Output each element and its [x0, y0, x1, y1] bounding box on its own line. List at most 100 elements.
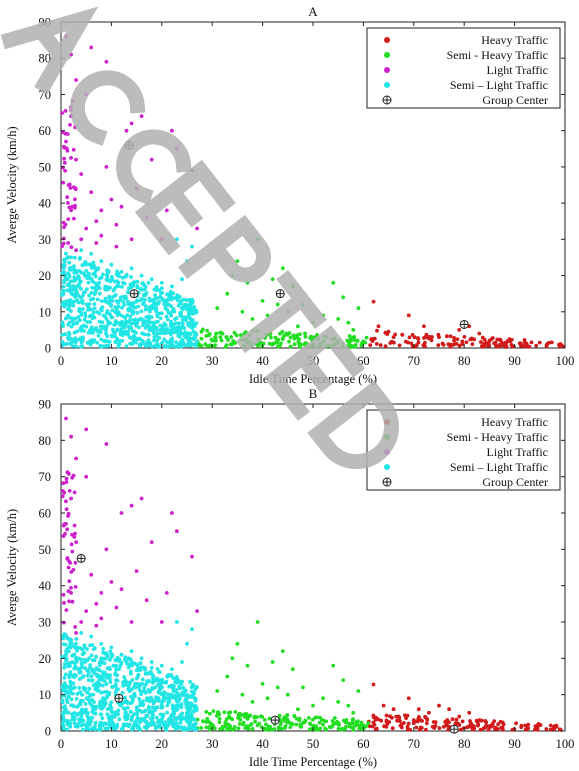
point-semi-light	[89, 674, 94, 679]
point-light	[109, 580, 114, 584]
group-center-marker-b	[270, 715, 280, 725]
point-heavy	[391, 707, 396, 712]
y-tick-label: 0	[45, 342, 51, 356]
point-semi-heavy	[327, 725, 332, 729]
chart-title-a: A	[308, 4, 318, 19]
point-heavy	[484, 724, 488, 728]
point-semi-light	[185, 641, 189, 646]
point-semi-heavy	[311, 703, 315, 708]
point-semi-heavy	[297, 341, 301, 346]
point-semi-heavy	[265, 696, 270, 701]
point-heavy	[436, 343, 441, 348]
point-light	[73, 531, 77, 536]
point-semi-heavy	[225, 291, 230, 296]
point-heavy	[457, 343, 462, 348]
point-semi-light	[61, 636, 66, 641]
point-semi-light	[161, 694, 166, 699]
point-semi-light	[67, 306, 71, 310]
point-semi-light	[143, 332, 147, 337]
point-heavy	[451, 342, 456, 347]
point-semi-light	[137, 727, 142, 732]
point-heavy	[467, 710, 472, 715]
point-semi-light	[144, 713, 149, 718]
point-semi-light	[80, 647, 85, 652]
point-semi-light	[169, 673, 174, 678]
point-semi-heavy	[296, 324, 300, 329]
point-semi-heavy	[253, 719, 257, 724]
point-semi-light	[176, 698, 181, 703]
point-semi-light	[94, 654, 98, 659]
point-semi-light	[108, 724, 112, 728]
point-semi-light	[148, 309, 152, 314]
point-semi-light	[115, 328, 120, 333]
point-semi-light	[121, 300, 126, 304]
point-semi-light	[115, 313, 120, 318]
point-semi-light	[89, 262, 94, 267]
point-light	[67, 205, 72, 210]
legend-marker-heavy	[384, 37, 390, 43]
point-semi-light	[90, 704, 94, 708]
point-semi-light	[167, 294, 172, 299]
x-tick-label: 30	[206, 354, 219, 368]
point-semi-light	[85, 658, 90, 662]
point-semi-light	[156, 697, 161, 702]
point-heavy	[529, 340, 534, 345]
point-heavy	[400, 725, 404, 730]
legend-marker-light	[384, 67, 390, 73]
point-semi-light	[130, 342, 135, 346]
point-semi-light	[100, 683, 105, 688]
point-semi-light	[157, 336, 162, 340]
point-semi-light	[77, 284, 81, 288]
point-semi-light	[142, 709, 147, 714]
point-semi-heavy	[364, 335, 369, 340]
point-semi-light	[157, 670, 162, 674]
group-center-marker-b	[449, 724, 459, 734]
point-semi-light	[116, 687, 120, 692]
point-semi-heavy	[284, 714, 289, 718]
point-semi-light	[93, 326, 98, 331]
point-semi-light	[109, 333, 114, 338]
point-semi-light	[67, 644, 72, 649]
point-semi-light	[135, 716, 140, 720]
point-semi-heavy	[249, 722, 254, 726]
point-semi-light	[103, 314, 108, 319]
point-semi-light	[72, 275, 77, 280]
point-semi-light	[174, 677, 178, 682]
point-semi-light	[162, 344, 167, 349]
point-semi-light	[132, 722, 137, 726]
point-semi-light	[70, 267, 74, 272]
point-semi-light	[123, 316, 128, 320]
y-tick-label: 0	[45, 725, 51, 739]
point-semi-light	[89, 266, 94, 270]
point-light	[164, 591, 169, 595]
point-semi-heavy	[317, 720, 322, 725]
point-semi-light	[183, 305, 188, 310]
y-axis-label-b: Averge Velocity (km/h)	[5, 509, 19, 626]
x-tick-label: 50	[307, 737, 320, 751]
point-semi-heavy	[208, 722, 213, 726]
point-semi-light	[89, 290, 94, 295]
point-light	[74, 456, 78, 461]
point-semi-light	[68, 664, 72, 668]
point-heavy	[404, 716, 408, 720]
point-heavy	[437, 726, 442, 730]
point-semi-light	[184, 315, 188, 319]
point-semi-light	[140, 710, 144, 715]
point-heavy	[406, 313, 411, 318]
point-heavy	[536, 722, 541, 726]
y-tick-label: 50	[39, 160, 52, 174]
point-light	[129, 237, 134, 242]
point-semi-light	[80, 652, 85, 657]
point-semi-light	[75, 329, 80, 334]
point-light	[62, 145, 67, 150]
point-semi-light	[154, 326, 159, 330]
point-semi-light	[157, 678, 162, 683]
point-semi-light	[67, 686, 72, 690]
point-semi-heavy	[285, 692, 290, 697]
point-heavy	[498, 337, 502, 342]
point-semi-light	[162, 321, 167, 326]
point-semi-light	[85, 673, 90, 678]
point-semi-heavy	[351, 337, 356, 341]
point-semi-light	[120, 691, 125, 695]
